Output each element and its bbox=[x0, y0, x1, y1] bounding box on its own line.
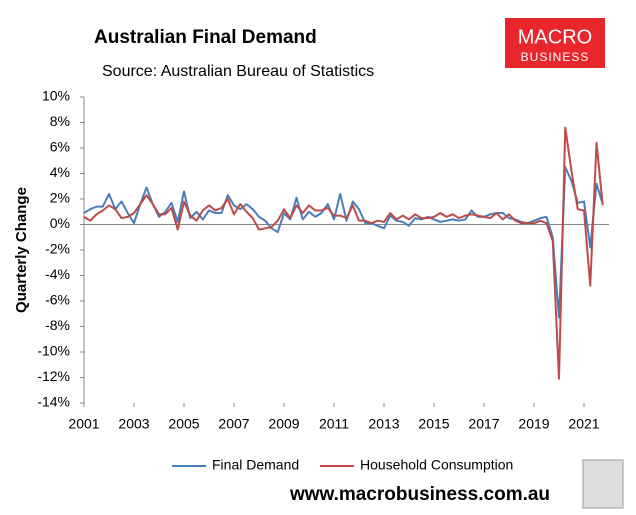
chart-subtitle: Source: Australian Bureau of Statistics bbox=[102, 63, 374, 80]
x-tick-label: 2013 bbox=[368, 416, 399, 432]
y-tick-label: -14% bbox=[37, 394, 70, 410]
x-tick-label: 2003 bbox=[118, 416, 149, 432]
chart-title: Australian Final Demand bbox=[94, 27, 317, 48]
legend-label: Household Consumption bbox=[360, 457, 513, 473]
x-tick-label: 2011 bbox=[319, 416, 349, 432]
x-tick-label: 2005 bbox=[168, 416, 199, 432]
series-line bbox=[83, 126, 604, 380]
y-tick-label: -12% bbox=[37, 368, 70, 384]
y-tick-label: -6% bbox=[45, 292, 70, 308]
y-tick-label: 6% bbox=[50, 139, 70, 155]
y-tick-label: 0% bbox=[50, 215, 70, 231]
y-tick-label: -2% bbox=[45, 241, 70, 257]
logo-icon bbox=[582, 459, 624, 509]
y-tick-label: -10% bbox=[37, 343, 70, 359]
logo-text: MACRO bbox=[518, 26, 592, 48]
y-tick-label: 4% bbox=[50, 164, 70, 180]
y-tick-label: 8% bbox=[50, 113, 70, 129]
y-axis-label: Quarterly Change bbox=[13, 187, 30, 313]
x-tick-label: 2019 bbox=[518, 416, 549, 432]
y-tick-label: 2% bbox=[50, 190, 70, 206]
x-tick-label: 2009 bbox=[268, 416, 299, 432]
url: www.macrobusiness.com.au bbox=[289, 484, 550, 505]
logo-box bbox=[505, 18, 605, 68]
x-tick-label: 2015 bbox=[418, 416, 449, 432]
y-tick-label: 10% bbox=[42, 88, 70, 104]
x-tick-label: 2017 bbox=[468, 416, 499, 432]
legend-label: Final Demand bbox=[212, 457, 299, 473]
y-tick-label: -4% bbox=[45, 266, 70, 282]
series-line bbox=[83, 166, 604, 319]
logo-text: BUSINESS bbox=[521, 50, 590, 64]
y-tick-label: -8% bbox=[45, 317, 70, 333]
x-tick-label: 2021 bbox=[568, 416, 599, 432]
x-tick-label: 2007 bbox=[218, 416, 249, 432]
x-tick-label: 2001 bbox=[68, 416, 99, 432]
